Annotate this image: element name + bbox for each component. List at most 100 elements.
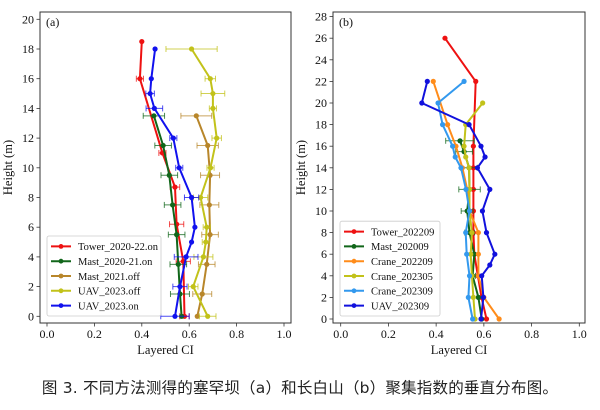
data-point — [450, 143, 456, 149]
data-point — [193, 113, 199, 119]
data-point — [470, 143, 476, 149]
y-tick-label: 26 — [315, 31, 327, 45]
data-point — [439, 122, 446, 128]
legend-marker — [351, 303, 357, 308]
legend-item: Crane_202209 — [344, 257, 433, 268]
data-point — [480, 294, 486, 300]
figure-caption: 图 3. 不同方法测得的塞罕坝（a）和长白山（b）聚集指数的垂直分布图。 — [41, 379, 559, 397]
data-point — [172, 313, 178, 319]
data-point — [469, 230, 475, 236]
data-point — [487, 186, 493, 192]
legend-marker — [58, 273, 64, 279]
legend: Tower_202209 Mast_202009 Crane_202209 Crane… — [339, 220, 441, 317]
series-line — [195, 115, 212, 317]
y-tick-label: 4 — [321, 269, 327, 283]
data-point — [199, 291, 205, 297]
y-tick-label: 12 — [315, 182, 327, 196]
data-point — [151, 105, 157, 111]
data-point — [175, 261, 181, 267]
data-point — [435, 100, 441, 106]
legend-label: Mast_2020-21.on — [78, 257, 153, 268]
data-point — [461, 143, 467, 149]
data-point — [188, 239, 195, 245]
legend-marker — [351, 244, 357, 249]
data-point — [468, 251, 474, 257]
y-tick-label: 24 — [315, 53, 327, 67]
data-point — [151, 113, 157, 119]
legend-label: UAV_202309 — [371, 301, 429, 312]
data-point — [466, 186, 473, 192]
legend: Tower_2020-22.on Mast_2020-21.on Mast_2021… — [46, 235, 162, 317]
series-UAV_2023.off — [165, 46, 226, 320]
data-point — [457, 138, 463, 144]
data-point — [204, 261, 210, 267]
data-point — [424, 78, 430, 84]
data-point — [444, 122, 451, 128]
data-point — [465, 294, 471, 300]
data-point — [160, 142, 166, 149]
y-tick-label: 18 — [315, 118, 327, 132]
y-tick-label: 12 — [22, 131, 34, 145]
y-tick-label: 20 — [22, 12, 34, 26]
data-point — [210, 90, 216, 97]
legend-item: UAV_202309 — [344, 301, 429, 312]
data-point — [479, 208, 486, 214]
data-point — [475, 251, 481, 257]
legend-label: Crane_202209 — [371, 257, 433, 268]
data-point — [442, 35, 448, 41]
data-point — [463, 154, 469, 160]
x-axis-label: Layered CI — [137, 343, 194, 357]
data-point — [463, 230, 469, 236]
y-tick-label: 10 — [22, 161, 34, 175]
data-point — [147, 90, 153, 97]
data-point — [483, 316, 490, 322]
series-line — [432, 81, 500, 320]
y-tick-label: 2 — [321, 290, 327, 304]
legend-box — [46, 235, 162, 317]
series-UAV_2023.on — [145, 46, 200, 320]
data-point — [474, 165, 481, 171]
data-point — [452, 154, 458, 160]
legend-label: Mast_2021.off — [78, 272, 140, 283]
data-point — [137, 76, 143, 82]
data-point — [207, 232, 213, 238]
data-point — [206, 202, 212, 208]
legend-marker — [58, 258, 64, 264]
x-tick-label: 0.8 — [229, 327, 244, 341]
data-point — [176, 165, 182, 171]
y-tick-label: 22 — [315, 74, 327, 88]
figure: 0.0 0.2 0.4 0.6 0.8 1.002468101214161820Layer… — [1, 10, 587, 357]
legend-box — [339, 220, 441, 317]
legend-marker — [351, 258, 357, 264]
y-tick-label: 14 — [315, 161, 327, 175]
legend-item: UAV_2023.off — [51, 287, 141, 298]
y-tick-label: 0 — [28, 309, 34, 323]
legend-marker — [351, 288, 357, 294]
legend-label: Mast_202009 — [371, 242, 429, 253]
data-point — [430, 78, 436, 84]
data-point — [205, 142, 211, 149]
legend-label: Crane_202309 — [371, 287, 433, 298]
x-tick-label: 1.0 — [277, 327, 292, 341]
y-tick-label: 16 — [315, 139, 327, 153]
x-axis-label: Layered CI — [431, 343, 488, 357]
x-tick-label: 0.0 — [333, 327, 348, 341]
data-point — [473, 78, 479, 84]
data-point — [478, 143, 484, 149]
data-point — [479, 273, 485, 279]
y-tick-label: 18 — [22, 42, 34, 56]
legend-marker — [351, 229, 357, 235]
series-UAV_202309 — [419, 78, 498, 322]
legend-label: Crane_202305 — [371, 272, 433, 283]
data-point — [200, 254, 207, 260]
chart-panel-b: 0.0 0.2 0.4 0.6 0.8 1.00246810121416182022242… — [294, 10, 587, 357]
data-point — [471, 251, 477, 257]
y-tick-label: 28 — [315, 10, 327, 24]
data-point — [172, 184, 178, 190]
data-point — [197, 194, 204, 201]
y-tick-label: 10 — [315, 204, 327, 218]
y-axis-label: Height (m) — [1, 140, 15, 195]
legend-item: UAV_2023.on — [51, 301, 140, 312]
data-point — [466, 122, 472, 128]
legend-marker — [58, 244, 64, 249]
